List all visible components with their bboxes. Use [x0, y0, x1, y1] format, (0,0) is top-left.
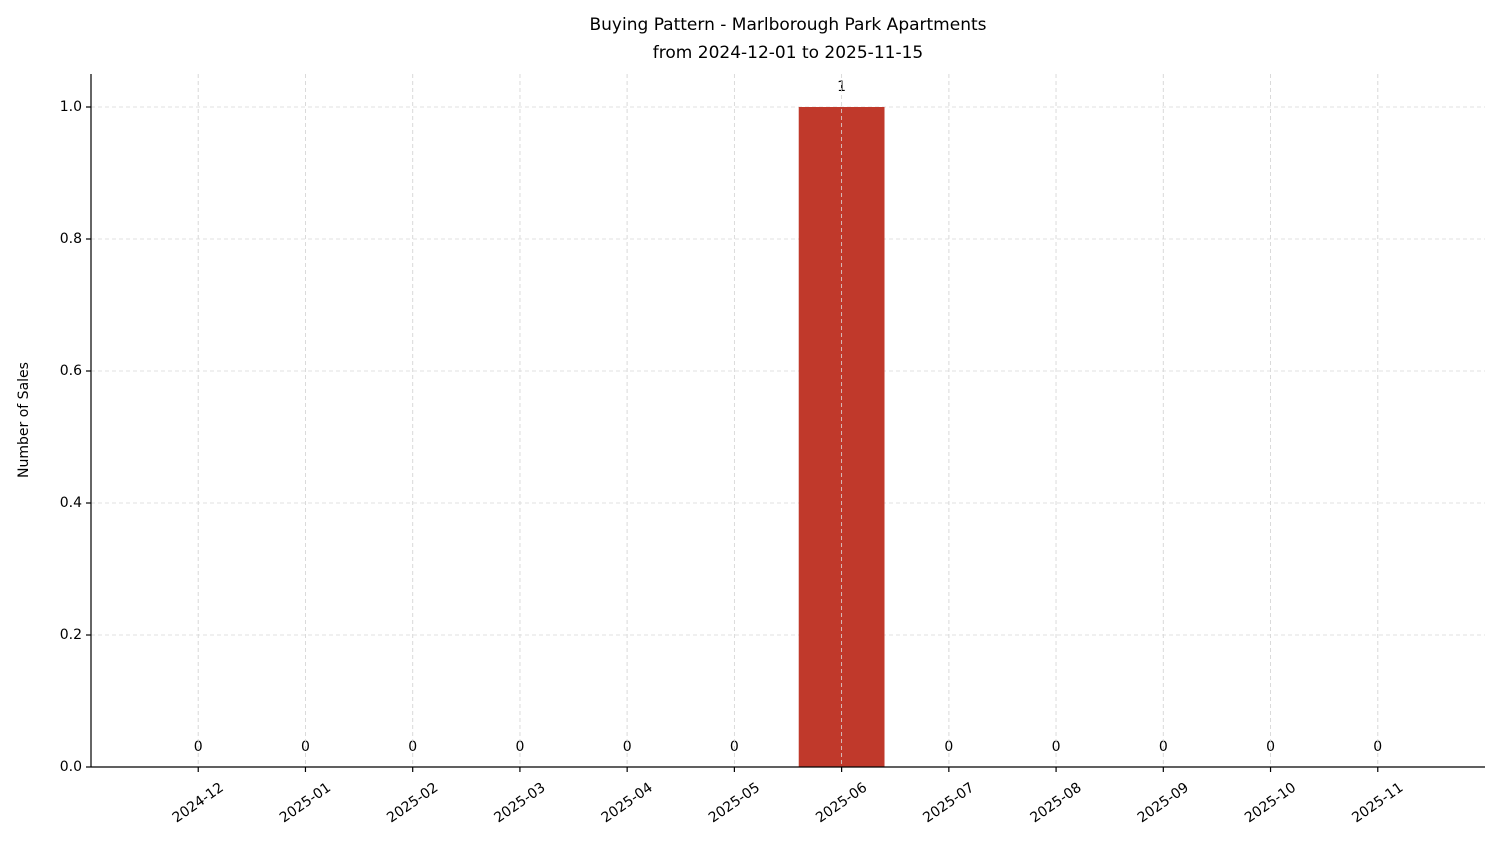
x-tick-label: 2024-12: [170, 780, 227, 827]
x-tick-label: 2025-06: [813, 780, 870, 827]
bar: [798, 107, 885, 767]
x-tick-label: 2025-08: [1028, 780, 1085, 827]
y-tick-label: 0.8: [60, 231, 82, 247]
x-tick-label: 2025-10: [1242, 780, 1299, 827]
x-tick-label: 2025-11: [1349, 780, 1406, 827]
data-label: 1: [837, 79, 846, 95]
x-tick-label: 2025-01: [277, 780, 334, 827]
y-tick-label: 0.2: [60, 627, 82, 643]
chart-subtitle: from 2024-12-01 to 2025-11-15: [653, 43, 923, 63]
y-axis-label: Number of Sales: [16, 362, 32, 478]
x-tick-label: 2025-02: [384, 780, 441, 827]
chart-title: Buying Pattern - Marlborough Park Apartm…: [590, 15, 987, 35]
x-tick-label: 2025-09: [1135, 780, 1192, 827]
y-tick-label: 0.0: [60, 759, 82, 775]
y-tick-label: 0.4: [60, 495, 82, 511]
x-tick-label: 2025-03: [491, 780, 548, 827]
x-tick-label: 2025-07: [920, 780, 977, 827]
y-tick-label: 0.6: [60, 363, 82, 379]
y-tick-label: 1.0: [60, 99, 82, 115]
x-tick-label: 2025-04: [599, 780, 656, 827]
x-tick-label: 2025-05: [706, 780, 763, 827]
